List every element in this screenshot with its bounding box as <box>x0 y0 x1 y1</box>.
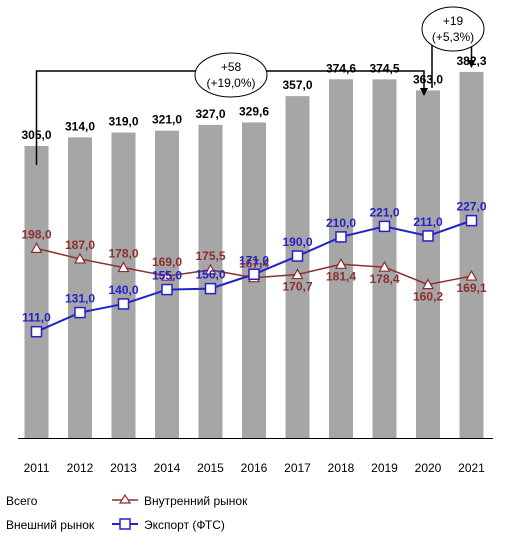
bar-2019 <box>372 79 397 439</box>
bar-label-2013: 319,0 <box>108 115 138 129</box>
legend-domestic-label: Внутренний рынок <box>144 494 248 508</box>
bar-label-2019: 374,5 <box>369 61 399 75</box>
x-tick-2014: 2014 <box>154 461 181 475</box>
marker-domestic-2013 <box>117 261 130 273</box>
legend-export-marker <box>119 518 131 530</box>
marker-export-2015 <box>204 282 217 295</box>
annotation-1-line1: +58 <box>221 60 242 74</box>
x-tick-2020: 2020 <box>415 461 442 475</box>
marker-export-2019 <box>378 220 391 233</box>
annotation-ellipse-2 <box>421 6 485 52</box>
bar-label-2017: 357,0 <box>282 78 312 92</box>
legend-domestic-marker <box>118 493 132 504</box>
marker-domestic-2017 <box>291 268 304 280</box>
label-export-2019: 221,0 <box>369 205 399 219</box>
bar-label-2018: 374,6 <box>326 61 356 75</box>
x-tick-2015: 2015 <box>197 461 224 475</box>
bar-2017 <box>285 96 310 438</box>
label-export-2013: 140,0 <box>108 283 138 297</box>
x-tick-2012: 2012 <box>67 461 94 475</box>
x-tick-2013: 2013 <box>110 461 137 475</box>
bar-label-2015: 327,0 <box>195 107 225 121</box>
label-domestic-2020: 160,2 <box>413 290 443 304</box>
label-export-2021: 227,0 <box>456 200 486 214</box>
label-export-2011: 111,0 <box>22 311 51 325</box>
legend-external-label: Внешний рынок <box>6 518 95 532</box>
legend-total-label: Всего <box>6 494 38 508</box>
lines-group <box>30 214 478 338</box>
marker-domestic-2018 <box>334 258 348 269</box>
marker-domestic-2021 <box>465 269 478 281</box>
label-domestic-2021: 169,1 <box>456 281 486 295</box>
marker-export-2021 <box>465 214 478 227</box>
marker-export-2018 <box>335 231 347 243</box>
marker-domestic-2020 <box>421 278 435 290</box>
label-export-2018: 210,0 <box>326 216 356 230</box>
label-domestic-2019: 178,4 <box>369 272 399 286</box>
label-domestic-2014: 169,0 <box>152 255 182 269</box>
bars-group <box>24 71 484 439</box>
bar-2011 <box>24 145 49 438</box>
marker-domestic-2014 <box>160 269 174 281</box>
arrow-2020 <box>420 88 428 96</box>
x-tick-2018: 2018 <box>328 461 355 475</box>
x-tick-2019: 2019 <box>371 461 398 475</box>
bar-label-2014: 321,0 <box>152 113 182 127</box>
label-export-2012: 131,0 <box>65 292 95 306</box>
annotation-1-line2: (+19,0%) <box>206 76 255 90</box>
label-domestic-2015: 175,5 <box>195 249 225 263</box>
annotation-2-line1: +19 <box>443 14 464 28</box>
bar-label-2020: 363,0 <box>413 72 443 86</box>
x-tick-2021: 2021 <box>458 461 485 475</box>
label-domestic-2018: 181,4 <box>326 269 356 283</box>
x-axis-ticks: 2011 2012 2013 2014 2015 2016 2017 2018 2019 2020… <box>24 461 486 475</box>
marker-domestic-2012 <box>73 252 87 264</box>
bar-2012 <box>68 137 92 438</box>
bar-2015 <box>198 124 223 438</box>
marker-export-2013 <box>117 298 130 310</box>
label-export-2016: 171,0 <box>239 253 269 267</box>
marker-domestic-2019 <box>378 260 391 272</box>
x-tick-2016: 2016 <box>241 461 268 475</box>
marker-export-2014 <box>161 283 173 296</box>
legend-export-label: Экспорт (ФТС) <box>144 518 225 532</box>
label-domestic-2011: 198,0 <box>21 227 51 241</box>
label-domestic-2012: 187,0 <box>65 238 95 252</box>
marker-export-2011 <box>30 325 43 338</box>
bar-label-2016: 329,6 <box>239 104 269 118</box>
annotations-group: +58 (+19,0%) +19 (+5,3%) <box>35 6 485 165</box>
marker-export-2017 <box>291 250 304 262</box>
bar-2021 <box>459 71 484 439</box>
bar-2013 <box>111 132 136 438</box>
annotation-ellipse-1 <box>194 52 268 98</box>
bar-2020 <box>416 90 440 438</box>
label-export-2020: 211,0 <box>413 215 443 229</box>
x-tick-2011: 2011 <box>24 461 50 475</box>
label-domestic-2016: 167,4 <box>239 257 269 271</box>
x-tick-2017: 2017 <box>284 461 311 475</box>
marker-export-2016 <box>248 268 260 281</box>
bar-label-2012: 314,0 <box>65 119 95 133</box>
marker-export-2012 <box>74 306 86 319</box>
annotation-2-line2: (+5,3%) <box>432 30 474 44</box>
label-domestic-2017: 170,7 <box>282 280 312 294</box>
arrow-2021 <box>467 60 476 68</box>
marker-export-2020 <box>422 230 434 242</box>
label-export-2015: 156,0 <box>195 268 225 282</box>
marker-domestic-2011 <box>30 242 43 253</box>
legend: Всего Внешний рынок Внутренний рынок Экспор… <box>6 493 248 532</box>
marker-domestic-2015 <box>204 263 217 275</box>
label-export-2017: 190,0 <box>282 235 312 249</box>
label-domestic-2013: 178,0 <box>108 247 138 261</box>
label-export-2014: 155,0 <box>152 269 182 283</box>
